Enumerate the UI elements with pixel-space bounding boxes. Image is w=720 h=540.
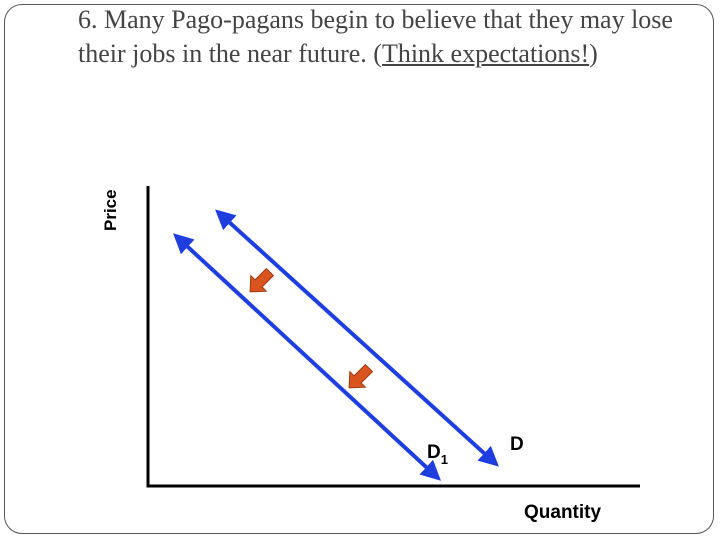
curve-label-d: D [510,434,524,455]
curve-label-d1: D1 [427,442,448,467]
title-end: ) [589,39,598,68]
shift-arrow-upper [249,267,275,293]
y-axis-label: Price [101,189,120,231]
curve-label-d1-main: D [427,442,441,463]
demand-curve-d1 [173,233,441,481]
title-link[interactable]: Think expectations! [381,39,590,68]
slide-title: 6. Many Pago-pagans begin to believe tha… [78,3,678,71]
shift-arrow-lower [348,363,374,389]
title-text: 6. Many Pago-pagans begin to believe tha… [78,5,673,68]
curve-label-d1-subscript: 1 [441,452,448,467]
x-axis-label: Quantity [524,502,601,523]
demand-curve-d [215,209,499,467]
